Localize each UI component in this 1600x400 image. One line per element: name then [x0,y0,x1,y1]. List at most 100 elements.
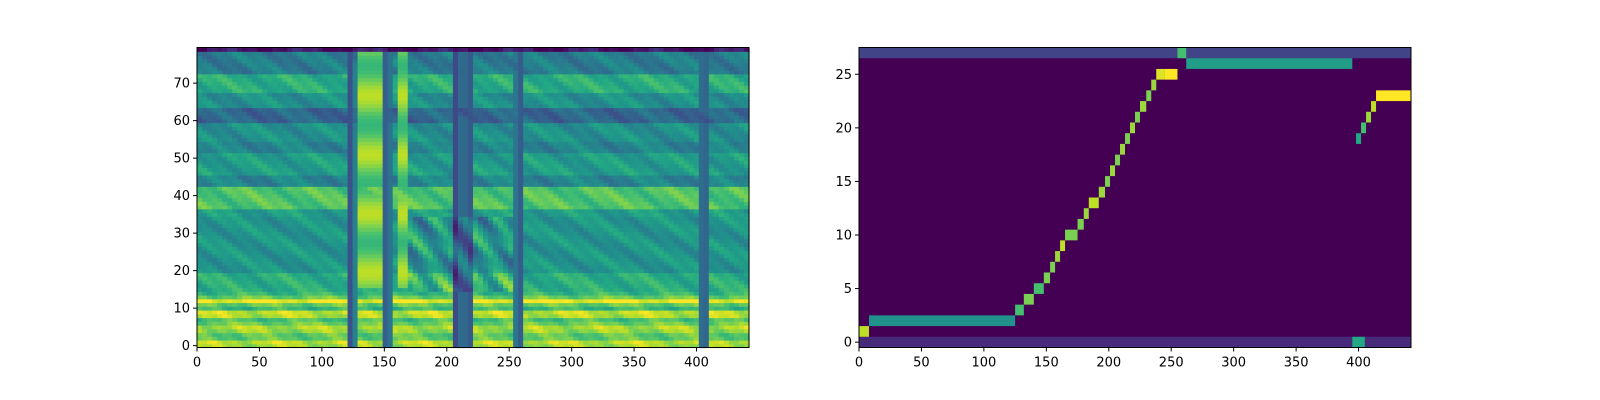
spectrogram-cell [452,186,459,191]
spectrogram-cell [257,175,263,180]
spectrogram-cell [457,130,464,135]
spectrogram-cell [357,167,364,172]
spectrogram-cell [462,160,469,165]
spectrogram-cell [387,242,394,247]
spectrogram-cell [352,148,359,154]
spectrogram-cell [427,51,434,56]
spectrogram-cell [377,122,384,127]
spectrogram-cell [332,302,339,307]
spectrogram-cell [332,111,339,116]
spectrogram-cell [197,310,203,315]
spectrogram-cell [417,186,424,191]
spectrogram-cell [432,133,439,139]
spectrogram-cell [247,81,253,86]
spectrogram-cell [327,223,334,229]
spectrogram-cell [382,186,389,191]
spectrogram-cell [427,130,434,135]
spectrogram-cell [452,175,459,180]
spectrogram-cell [478,220,484,225]
spectrogram-cell [372,73,379,79]
spectrogram-cell [337,137,344,142]
spectrogram-cell [422,171,429,176]
spectrogram-cell [437,328,444,334]
spectrogram-cell [417,193,424,199]
spectrogram-cell [442,122,449,127]
spectrogram-cell [287,231,293,236]
spectrogram-cell [217,268,223,274]
spectrogram-cell [227,145,233,150]
spectrogram-cell [302,283,308,289]
spectrogram-cell [382,103,389,109]
spectrogram-cell [447,178,454,184]
spectrogram-cell [232,171,238,176]
spectrogram-cell [422,257,429,262]
spectrogram-cell [292,287,298,292]
spectrogram-cell [407,340,414,345]
spectrogram-cell [357,276,364,281]
spectrogram-cell [237,238,243,244]
spectrogram-cell [217,216,223,221]
spectrogram-cell [488,201,494,206]
spectrogram-cell [287,186,293,191]
spectrogram-cell [202,306,208,311]
spectrogram-cell [367,265,374,270]
spectrogram-cell [382,205,389,210]
spectrogram-cell [327,103,334,109]
spectrogram-cell [437,272,444,277]
spectrogram-cell [287,242,293,247]
spectrogram-cell [357,336,364,341]
spectrogram-cell [247,268,253,274]
spectrogram-cell [222,212,228,217]
spectrogram-cell [222,235,228,240]
spectrogram-cell [347,280,354,285]
spectrogram-cell [287,235,293,240]
spectrogram-cell [332,77,339,82]
spectrogram-cell [312,167,319,172]
spectrogram-cell [272,250,278,255]
spectrogram-cell [297,205,303,210]
spectrogram-cell [467,332,474,337]
spectrogram-cell [362,280,369,285]
spectrogram-cell [292,212,298,217]
spectrogram-cell [272,55,278,60]
spectrogram-cell [292,171,298,176]
spectrogram-cell [442,88,449,94]
spectrogram-cell [362,88,369,94]
spectrogram-cell [352,317,359,322]
spectrogram-cell [322,287,329,292]
spectrogram-cell [367,212,374,217]
spectrogram-cell [457,253,464,259]
spectrogram-cell [232,291,238,296]
spectrogram-cell [217,295,223,300]
spectrogram-cell [467,265,474,270]
spectrogram-cell [232,205,238,210]
spectrogram-cell [212,242,218,247]
spectrogram-cell [247,242,253,247]
spectrogram-cell [372,85,379,90]
spectrogram-cell [212,171,218,176]
spectrogram-cell [207,145,213,150]
spectrogram-cell [252,156,258,161]
spectrogram-cell [442,190,449,195]
spectrogram-cell [247,111,253,116]
spectrogram-cell [262,208,268,214]
spectrogram-cell [407,92,414,97]
spectrogram-cell [237,321,243,326]
spectrogram-cell [417,328,424,334]
spectrogram-cell [347,126,354,131]
spectrogram-cell [302,265,308,270]
spectrogram-cell [437,66,444,71]
spectrogram-cell [232,145,238,150]
spectrogram-cell [217,291,223,296]
spectrogram-cell [317,88,324,94]
spectrogram-cell [417,238,424,244]
spectrogram-cell [332,306,339,311]
spectrogram-cell [498,313,504,319]
spectrogram-cell [483,122,489,127]
spectrogram-cell [262,231,268,236]
spectrogram-cell [483,66,489,71]
spectrogram-cell [197,137,203,142]
spectrogram-cell [222,328,228,334]
spectrogram-cell [377,171,384,176]
